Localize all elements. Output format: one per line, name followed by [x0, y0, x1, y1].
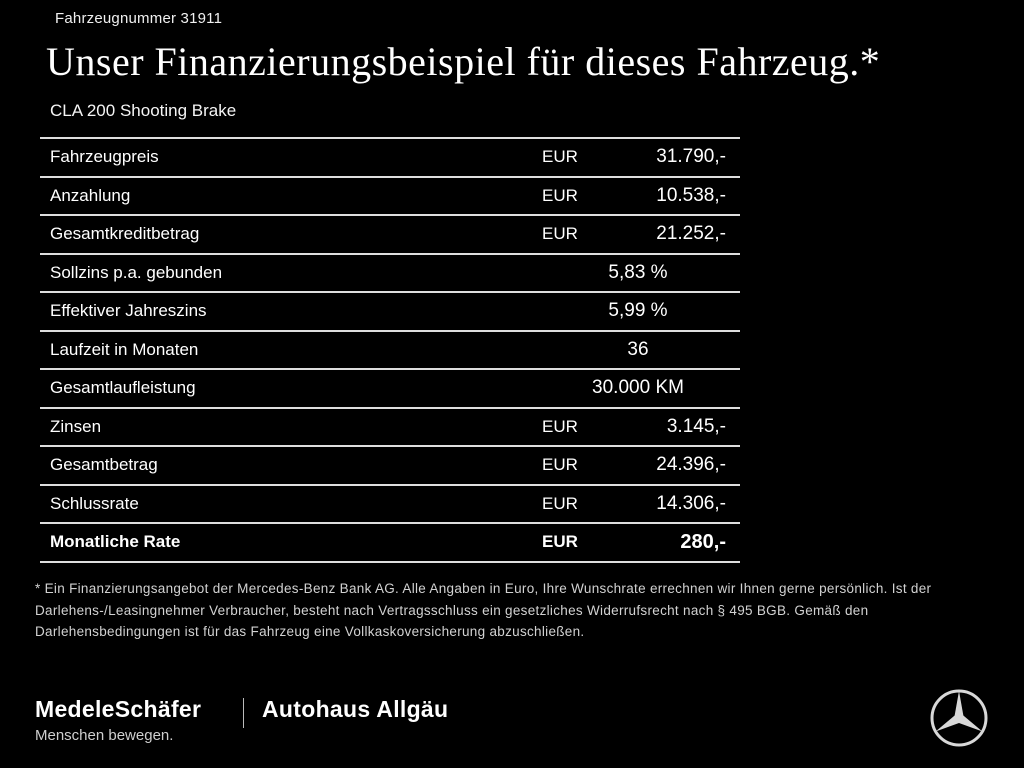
row-value: 31.790,- — [656, 146, 726, 168]
legal-footnote: * Ein Finanzierungsangebot der Mercedes-… — [35, 581, 932, 639]
row-currency: EUR — [542, 416, 578, 436]
row-label: Monatliche Rate — [50, 532, 181, 552]
row-value: 5,83 % — [608, 261, 668, 283]
row-label: Zinsen — [50, 416, 102, 436]
table-row: Gesamtkreditbetrag EUR 21.252,- — [40, 214, 740, 253]
row-label: Laufzeit in Monaten — [50, 339, 199, 359]
row-currency: EUR — [542, 185, 578, 205]
table-row: Laufzeit in Monaten 36 — [40, 329, 740, 369]
row-value: 3.145,- — [666, 415, 726, 437]
row-label: Schlussrate — [50, 493, 139, 513]
mercedes-star-icon — [929, 688, 989, 748]
row-value: 24.396,- — [656, 454, 726, 476]
table-row: Gesamtbetrag EUR 24.396,- — [40, 445, 740, 484]
dealer1-name: MedeleSchäfer — [35, 696, 202, 722]
row-label: Anzahlung — [50, 185, 131, 205]
row-currency: EUR — [542, 147, 578, 167]
footer: MedeleSchäfer Menschen bewegen. Autohaus… — [0, 688, 1024, 768]
dealer-logo-medeleschaefer: MedeleSchäfer Menschen bewegen. — [35, 696, 201, 744]
row-value: 10.538,- — [656, 184, 726, 206]
row-label: Effektiver Jahreszins — [50, 301, 207, 321]
row-label: Fahrzeugpreis — [50, 147, 159, 167]
row-currency: EUR — [542, 455, 578, 475]
table-row: Anzahlung EUR 10.538,- — [40, 175, 740, 215]
row-value: 5,99 % — [608, 300, 668, 322]
financing-table: Fahrzeugpreis EUR 31.790,- Anzahlung EUR… — [40, 137, 740, 563]
row-currency: EUR — [542, 224, 578, 244]
table-row: Fahrzeugpreis EUR 31.790,- — [40, 137, 740, 176]
footer-divider — [243, 698, 244, 728]
dealer-logo-autohaus-allgaeu: Autohaus Allgäu — [262, 696, 449, 722]
row-label: Sollzins p.a. gebunden — [50, 262, 223, 282]
table-row: Gesamtlaufleistung 30.000 KM — [40, 368, 740, 407]
row-value: 30.000 KM — [592, 377, 684, 399]
table-row: Schlussrate EUR 14.306,- — [40, 483, 740, 523]
vehicle-number: Fahrzeugnummer 31911 — [55, 10, 223, 27]
table-row: Zinsen EUR 3.145,- — [40, 406, 740, 446]
row-label: Gesamtlaufleistung — [50, 378, 196, 398]
page-title: Unser Finanzierungsbeispiel für dieses F… — [46, 39, 881, 84]
table-row: Effektiver Jahreszins 5,99 % — [40, 291, 740, 330]
dealer1-tagline: Menschen bewegen. — [35, 727, 174, 744]
row-value: 21.252,- — [656, 223, 726, 245]
row-label: Gesamtkreditbetrag — [50, 224, 200, 244]
row-value: 280,- — [680, 530, 726, 553]
row-value: 14.306,- — [656, 492, 726, 514]
row-currency: EUR — [542, 532, 578, 552]
table-row: Sollzins p.a. gebunden 5,83 % — [40, 252, 740, 292]
table-row-monthly-rate: Monatliche Rate EUR 280,- — [40, 522, 740, 563]
row-currency: EUR — [542, 493, 578, 513]
row-label: Gesamtbetrag — [50, 455, 158, 475]
vehicle-model-subtitle: CLA 200 Shooting Brake — [50, 101, 237, 120]
row-value: 36 — [627, 338, 649, 360]
